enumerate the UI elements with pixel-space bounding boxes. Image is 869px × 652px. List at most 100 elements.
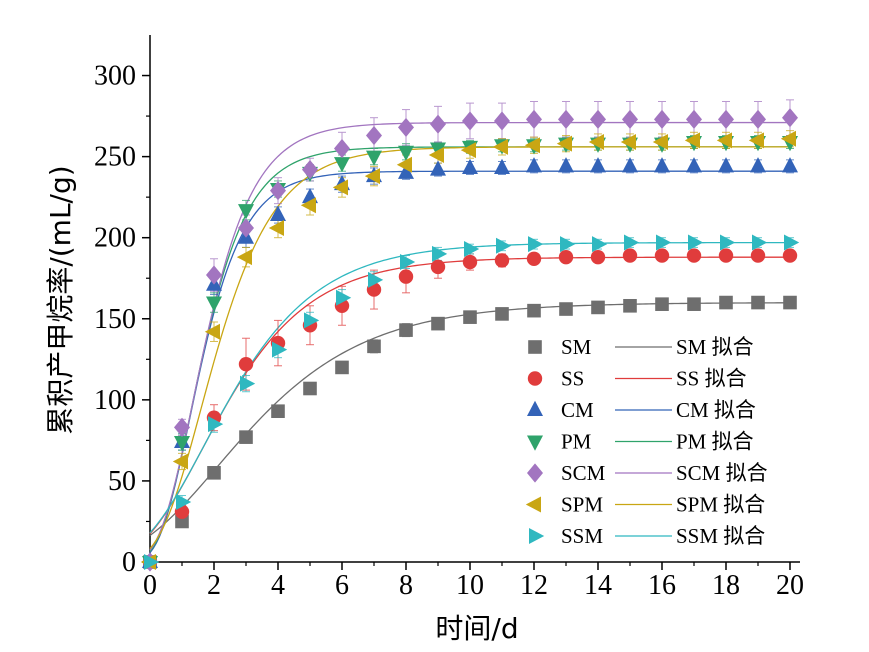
data-point-ssm (144, 554, 160, 570)
legend-label-ss: SS (561, 367, 584, 391)
data-point-ss (462, 254, 478, 270)
data-point-ssm (784, 234, 800, 251)
data-point-scm (686, 109, 702, 129)
data-point-cm (622, 157, 638, 173)
data-point-ssm (240, 375, 256, 392)
data-point-ss (430, 259, 446, 275)
legend-marker-pm (527, 435, 543, 451)
data-point-cm (590, 157, 606, 173)
data-point-cm (398, 163, 414, 179)
data-point-spm (716, 132, 732, 149)
data-point-ssm (208, 416, 224, 433)
legend: SM SM 拟合 SS SS 拟合 CM CM 拟合 PM PM 拟合 SCM SCM 拟合 SPM… (525, 335, 768, 548)
legend-label-sm: SM (561, 335, 592, 359)
data-point-cm (686, 157, 702, 173)
data-point-scm (718, 109, 734, 129)
data-point-ssm (752, 234, 768, 251)
data-point-ss (654, 248, 670, 263)
data-point-sm (751, 295, 765, 310)
data-point-sm (623, 298, 637, 313)
data-point-scm (494, 111, 510, 131)
data-point-scm (750, 109, 766, 129)
data-point-scm (654, 109, 670, 129)
data-point-sm (367, 339, 381, 354)
x-tick-label: 8 (399, 570, 413, 601)
data-point-spm (332, 179, 348, 196)
y-tick-label: 200 (94, 223, 136, 254)
data-point-ssm (432, 245, 448, 262)
x-tick-label: 16 (648, 570, 676, 601)
x-tick-label: 18 (712, 570, 740, 601)
data-point-pm (398, 145, 414, 161)
legend-marker-scm (527, 463, 543, 483)
data-point-ssm (528, 236, 544, 253)
data-point-pm (366, 150, 382, 166)
data-point-ssm (464, 241, 480, 258)
data-point-spm (268, 219, 284, 236)
legend-fit-label-scm: SCM 拟合 (676, 461, 768, 485)
x-tick-label: 20 (776, 570, 804, 601)
data-point-spm (460, 142, 476, 159)
legend-marker-ss (527, 371, 543, 386)
y-tick-label: 300 (94, 61, 136, 92)
legend-label-cm: CM (561, 398, 594, 422)
legend-marker-spm (525, 496, 541, 513)
data-point-scm (206, 265, 222, 285)
data-point-ss (782, 248, 798, 263)
y-tick-label: 0 (122, 547, 136, 578)
data-point-spm (652, 134, 668, 151)
data-point-cm (430, 160, 446, 176)
data-point-cm (782, 157, 798, 173)
data-point-sm (399, 323, 413, 337)
data-point-spm (428, 146, 444, 163)
legend-label-pm: PM (561, 430, 592, 454)
data-point-sm (207, 466, 221, 480)
data-point-pm (430, 142, 446, 158)
data-point-ssm (304, 312, 320, 329)
data-point-spm (748, 132, 764, 149)
legend-fit-label-sm: SM 拟合 (676, 335, 754, 359)
data-point-spm (172, 453, 188, 470)
data-point-pm (206, 296, 222, 312)
data-point-ssm (560, 236, 576, 253)
data-point-sm (463, 310, 477, 324)
data-point-spm (492, 138, 508, 155)
data-point-spm (396, 156, 412, 173)
y-tick-label: 250 (94, 142, 136, 173)
data-point-sm (527, 303, 541, 318)
data-point-cm (558, 157, 574, 173)
data-point-sm (559, 302, 573, 316)
data-point-ss (750, 248, 766, 263)
data-point-spm (364, 168, 380, 185)
y-tick-label: 100 (94, 385, 136, 416)
data-point-ssm (400, 254, 416, 271)
data-point-spm (620, 134, 636, 151)
data-point-spm (236, 249, 252, 266)
data-point-sm (303, 381, 317, 396)
legend-fit-label-pm: PM 拟合 (676, 430, 754, 454)
data-point-cm (462, 158, 478, 174)
data-point-ssm (496, 237, 512, 254)
x-tick-label: 12 (520, 570, 548, 601)
legend-marker-cm (527, 400, 543, 416)
data-point-spm (780, 130, 796, 147)
data-point-ssm (656, 234, 672, 251)
data-point-ss (526, 251, 542, 266)
legend-marker-ssm (529, 528, 545, 544)
data-point-sm (783, 295, 797, 310)
data-point-spm (684, 132, 700, 149)
data-point-scm (526, 109, 542, 129)
y-axis-label: 累积产甲烷率/(mL/g) (44, 165, 77, 434)
x-tick-label: 14 (584, 570, 612, 601)
x-tick-label: 10 (456, 570, 484, 601)
data-point-sm (687, 297, 701, 311)
x-tick-label: 4 (271, 570, 285, 601)
data-point-scm (366, 125, 382, 146)
data-point-spm (204, 323, 220, 340)
x-tick-label: 6 (335, 570, 349, 601)
data-point-cm (270, 205, 286, 221)
data-point-scm (622, 109, 638, 129)
data-point-ss (590, 249, 606, 265)
data-point-ssm (272, 341, 288, 358)
